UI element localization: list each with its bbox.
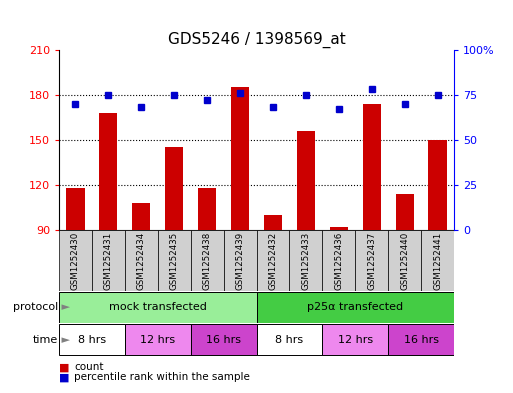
Bar (191, 324, 256, 355)
Bar (125, 230, 158, 291)
Bar (66, 188, 85, 230)
Bar (330, 227, 348, 230)
Text: GSM1252439: GSM1252439 (235, 232, 245, 290)
Bar (191, 230, 224, 291)
Bar (59, 292, 256, 323)
Text: GSM1252434: GSM1252434 (137, 231, 146, 290)
Bar (355, 230, 388, 291)
Bar (264, 215, 282, 230)
Text: ■: ■ (59, 373, 69, 382)
Text: GSM1252440: GSM1252440 (400, 231, 409, 290)
Bar (289, 230, 322, 291)
Bar (322, 230, 355, 291)
Text: 16 hrs: 16 hrs (404, 334, 439, 345)
Text: ►: ► (58, 302, 70, 312)
Bar (125, 324, 191, 355)
Bar (224, 230, 256, 291)
Bar (388, 230, 421, 291)
Text: GSM1252438: GSM1252438 (203, 231, 212, 290)
Bar (256, 230, 289, 291)
Bar (388, 324, 454, 355)
Text: GSM1252431: GSM1252431 (104, 231, 113, 290)
Text: p25α transfected: p25α transfected (307, 302, 403, 312)
Bar (231, 87, 249, 230)
Bar (256, 324, 322, 355)
Text: ►: ► (58, 334, 70, 345)
Text: 12 hrs: 12 hrs (140, 334, 175, 345)
Text: GSM1252432: GSM1252432 (268, 231, 278, 290)
Text: GSM1252437: GSM1252437 (367, 231, 376, 290)
Text: 12 hrs: 12 hrs (338, 334, 373, 345)
Text: GSM1252435: GSM1252435 (170, 231, 179, 290)
Bar (297, 131, 315, 230)
Text: protocol: protocol (13, 302, 58, 312)
Text: 8 hrs: 8 hrs (275, 334, 304, 345)
Bar (59, 230, 92, 291)
Bar (322, 324, 388, 355)
Text: count: count (74, 362, 104, 372)
Text: time: time (33, 334, 58, 345)
Text: percentile rank within the sample: percentile rank within the sample (74, 373, 250, 382)
Bar (100, 113, 117, 230)
Title: GDS5246 / 1398569_at: GDS5246 / 1398569_at (168, 32, 345, 48)
Text: ■: ■ (59, 362, 69, 372)
Bar (421, 230, 454, 291)
Bar (158, 230, 191, 291)
Bar (428, 140, 447, 230)
Bar (363, 104, 381, 230)
Text: GSM1252436: GSM1252436 (334, 231, 343, 290)
Text: GSM1252441: GSM1252441 (433, 231, 442, 290)
Text: GSM1252430: GSM1252430 (71, 231, 80, 290)
Text: 16 hrs: 16 hrs (206, 334, 241, 345)
Bar (165, 147, 183, 230)
Bar (132, 203, 150, 230)
Text: mock transfected: mock transfected (109, 302, 207, 312)
Text: 8 hrs: 8 hrs (78, 334, 106, 345)
Bar (396, 194, 413, 230)
Bar (198, 188, 216, 230)
Bar (256, 292, 454, 323)
Bar (59, 324, 125, 355)
Text: GSM1252433: GSM1252433 (301, 231, 310, 290)
Bar (92, 230, 125, 291)
